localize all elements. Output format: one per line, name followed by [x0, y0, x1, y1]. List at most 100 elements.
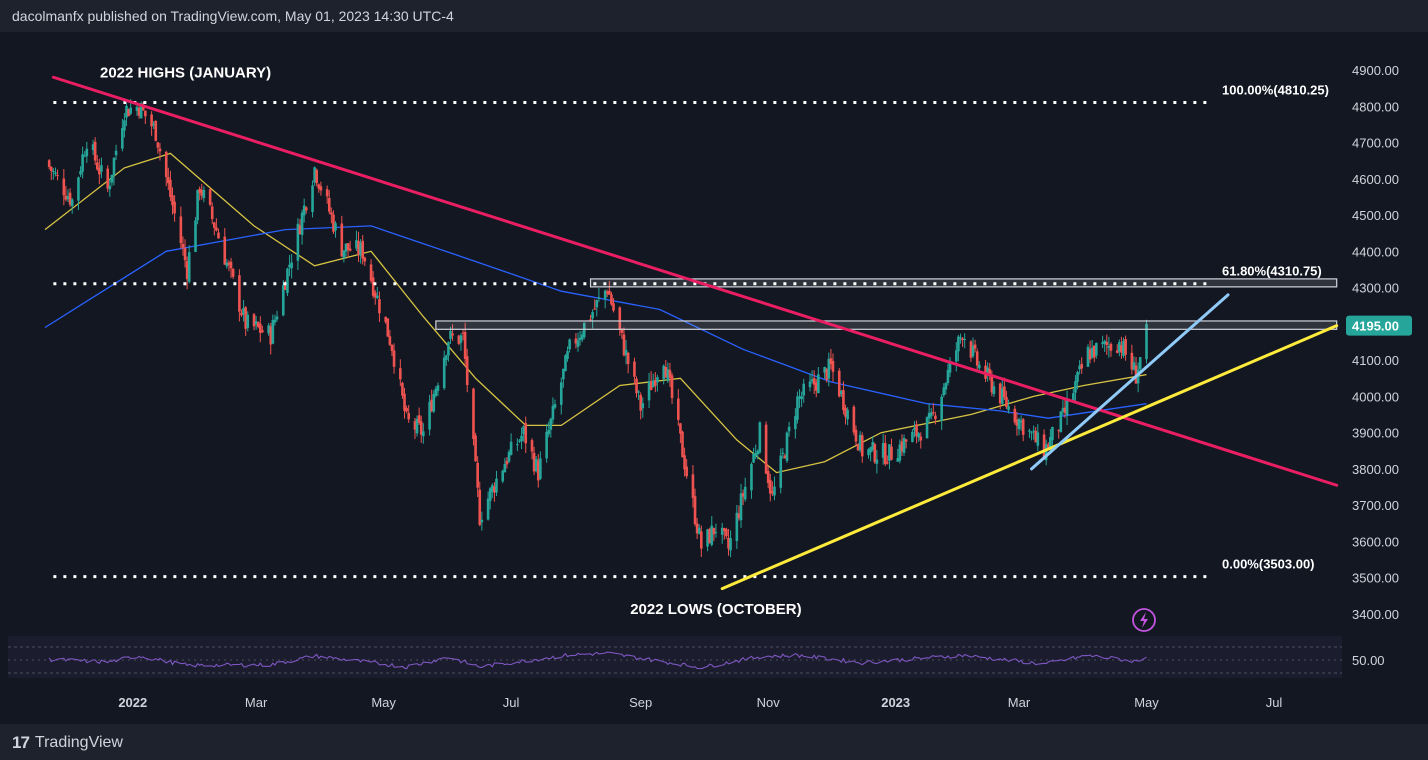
candle-up	[539, 458, 542, 479]
candle-up	[796, 396, 799, 420]
candle-up	[428, 401, 431, 430]
candle-up	[296, 223, 300, 261]
candle-up	[359, 242, 362, 256]
candle-up	[480, 519, 484, 523]
candle-up	[781, 452, 785, 454]
candle-down	[664, 366, 668, 378]
candle-down	[227, 262, 231, 265]
candle-down	[361, 240, 365, 259]
candle-up	[79, 171, 82, 175]
candle-down	[685, 466, 688, 477]
candle-up	[77, 177, 80, 201]
candle-up	[355, 240, 358, 249]
candle-up	[773, 486, 776, 496]
candle-down	[1130, 352, 1134, 370]
candle-up	[735, 512, 739, 542]
candle-up	[509, 441, 513, 455]
candle-up	[647, 381, 651, 401]
candle-up	[447, 342, 450, 356]
candle-up	[925, 417, 929, 439]
candle-down	[722, 528, 726, 531]
candle-up	[1030, 432, 1033, 434]
candle-down	[1088, 349, 1092, 360]
candle-up	[898, 444, 902, 461]
candle-up	[434, 388, 438, 396]
candle-down	[825, 369, 829, 380]
candle-up	[1090, 347, 1094, 358]
candle-down	[837, 370, 841, 397]
candle-up	[459, 335, 463, 343]
candle-up	[91, 144, 95, 151]
candle-down	[158, 148, 162, 152]
candle-up	[100, 165, 103, 172]
candle-down	[348, 248, 352, 251]
candle-up	[992, 386, 996, 395]
price-chart[interactable]: 4900.00 4800.00 4700.00 4600.00 4500.00 4400.…	[0, 0, 1428, 724]
candle-up	[114, 150, 118, 156]
candle-down	[357, 240, 360, 255]
candle-up	[52, 170, 55, 172]
candle-up	[81, 154, 84, 172]
candle-up	[785, 432, 789, 461]
candle-up	[290, 262, 293, 269]
candle-up	[948, 360, 952, 373]
candle-down	[654, 379, 657, 386]
tradingview-logo[interactable]: 17 TradingView	[12, 733, 123, 753]
candle-up	[551, 405, 555, 420]
candle-down	[317, 184, 321, 189]
candle-down	[700, 531, 703, 549]
candle-up	[1122, 341, 1125, 356]
candle-up	[1061, 408, 1065, 412]
candle-down	[156, 142, 160, 148]
x-tick-label: 2023	[881, 695, 910, 710]
candle-up	[779, 455, 783, 488]
candle-up	[432, 394, 436, 412]
candle-down	[1042, 434, 1046, 459]
candle-up	[1017, 419, 1021, 430]
candle-up	[507, 451, 511, 462]
candle-down	[388, 336, 392, 345]
candle-down	[451, 333, 454, 336]
candle-up	[518, 440, 521, 442]
candle-down	[98, 167, 101, 175]
candle-up	[1076, 371, 1079, 382]
publisher-label: dacolmanfx published on TradingView.com,…	[12, 8, 454, 24]
candle-up	[342, 250, 346, 258]
candle-down	[852, 406, 856, 433]
candle-down	[737, 513, 741, 518]
candle-up	[595, 300, 599, 308]
candle-up	[1107, 346, 1111, 349]
candle-down	[727, 537, 730, 549]
candle-up	[1007, 406, 1010, 411]
candle-up	[486, 498, 490, 520]
candle-up	[808, 381, 812, 388]
candle-down	[269, 326, 273, 345]
candle-up	[787, 426, 791, 432]
candle-down	[764, 424, 768, 474]
candle-down	[405, 407, 408, 412]
candle-up	[758, 422, 762, 453]
candle-down	[173, 201, 176, 214]
candle-down	[399, 368, 402, 380]
candle-up	[242, 307, 245, 315]
candle-up	[911, 431, 914, 443]
candle-down	[332, 214, 335, 232]
candle-up	[697, 527, 701, 534]
candle-down	[961, 338, 964, 341]
candle-up	[562, 368, 565, 380]
last-price-label: 4195.00	[1352, 319, 1399, 334]
y-tick-label: 3900.00	[1352, 426, 1399, 441]
candle-up	[449, 330, 452, 339]
candle-up	[54, 172, 57, 175]
candle-down	[407, 413, 410, 420]
rsi-panel: 50.00	[8, 636, 1385, 678]
candle-up	[869, 447, 872, 453]
candle-down	[150, 114, 153, 127]
candle-up	[83, 155, 87, 157]
candle-up	[875, 459, 879, 464]
candles	[47, 98, 1148, 558]
candle-down	[860, 435, 864, 457]
candle-down	[915, 424, 918, 437]
candle-up	[488, 488, 492, 502]
candle-up	[1044, 444, 1048, 461]
